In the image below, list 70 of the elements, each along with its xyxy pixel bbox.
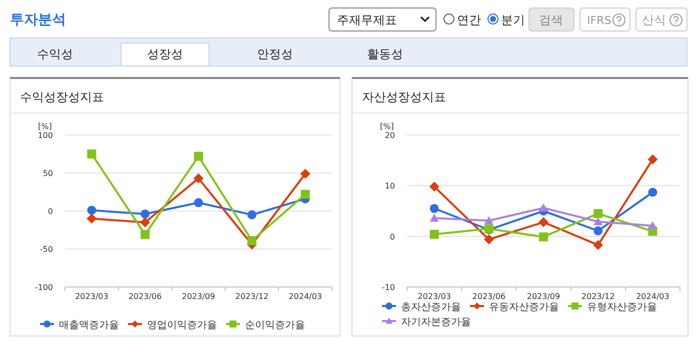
point: [194, 173, 204, 184]
x-tick-label: 2023/03: [75, 292, 108, 301]
point: [194, 152, 203, 161]
point: [648, 154, 658, 164]
text: 안정성: [257, 47, 293, 61]
legend-label: 유동자산증가율: [489, 302, 559, 313]
point: [484, 216, 494, 224]
legend-label: 순이익증가율: [245, 320, 305, 331]
x-tick-label: 2023/09: [182, 292, 216, 301]
point: [86, 214, 97, 224]
x-tick-label: 2023/06: [472, 292, 506, 301]
point: [594, 217, 603, 226]
x-tick-label: 2023/06: [128, 292, 162, 301]
text: 주재무제표: [337, 13, 397, 27]
y-tick-label: -50: [40, 245, 53, 254]
point: [648, 221, 658, 230]
point: [194, 198, 203, 208]
legend-label: 영업이익증가율: [147, 320, 217, 331]
text: 성장성: [147, 47, 183, 61]
y-tick-label: 100: [38, 131, 53, 140]
point: [430, 214, 439, 222]
point: [538, 217, 548, 228]
legend-label: 유형자산증가율: [587, 302, 657, 313]
x-tick-label: 2023/09: [526, 292, 560, 301]
y-tick-label: 0: [390, 232, 395, 242]
point: [430, 204, 439, 213]
point: [300, 190, 310, 199]
point: [430, 230, 439, 239]
legend-label: 매출액증가율: [59, 320, 119, 331]
point: [539, 203, 548, 212]
text: 활동성: [367, 47, 403, 61]
point: [594, 226, 603, 236]
point: [140, 230, 150, 240]
y-tick-label: 20: [384, 131, 395, 140]
x-tick-label: 2024/03: [288, 292, 322, 301]
point: [539, 232, 548, 242]
y-tick-label: -10: [382, 283, 395, 292]
point: [484, 234, 494, 244]
text: 검색: [539, 13, 563, 27]
y-tick-label: 10: [384, 182, 395, 191]
text: 투자분석: [10, 12, 66, 28]
point: [247, 210, 256, 220]
text: 분기: [501, 13, 525, 27]
text: 수익성: [37, 47, 73, 61]
text: IFRS: [587, 14, 612, 27]
legend-label: 자기자본증가율: [401, 317, 471, 328]
y-axis-title: [%]: [38, 122, 52, 131]
text: 산식: [642, 13, 666, 27]
point: [593, 240, 604, 250]
x-tick-label: 2024/03: [636, 292, 670, 301]
point: [87, 206, 96, 215]
point: [87, 150, 96, 158]
x-tick-label: 2023/12: [235, 292, 269, 301]
text: 연간: [457, 13, 481, 27]
y-tick-label: -100: [34, 283, 53, 292]
chart-title: 자산성장성지표: [362, 90, 446, 104]
point: [140, 210, 150, 219]
point: [648, 188, 658, 197]
y-tick-label: 50: [42, 169, 53, 178]
point: [300, 168, 310, 179]
y-tick-label: 0: [48, 207, 53, 216]
point: [247, 236, 256, 246]
x-tick-label: 2023/03: [418, 292, 451, 301]
point: [140, 217, 150, 228]
x-tick-label: 2023/12: [581, 292, 615, 301]
point: [594, 209, 603, 218]
legend-label: 총자산증가율: [401, 302, 461, 313]
point: [429, 182, 440, 192]
chart-title: 수익성장성지표: [20, 90, 104, 104]
y-axis-title: [%]: [380, 122, 394, 131]
